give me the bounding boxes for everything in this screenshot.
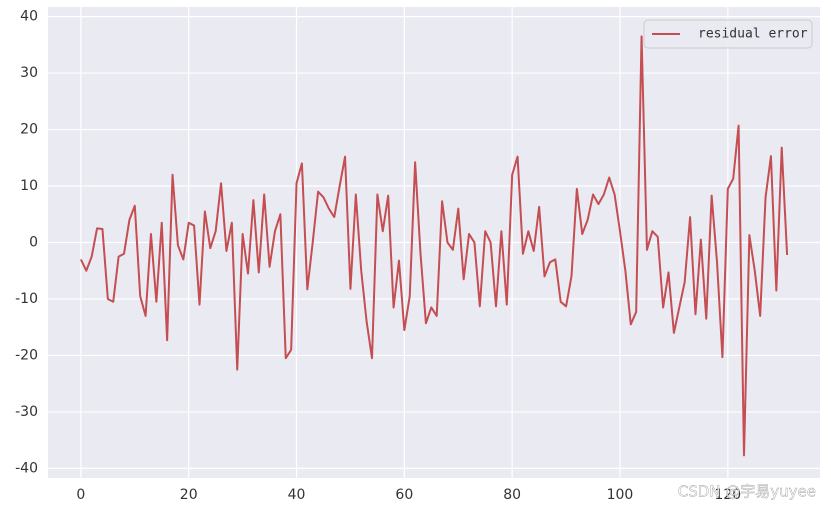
y-tick-label: 20 (20, 122, 38, 138)
y-tick-label: -10 (15, 291, 38, 307)
x-tick-label: 100 (607, 487, 634, 503)
x-tick-label: 40 (288, 487, 306, 503)
watermark: CSDN @宇易yuyee (678, 483, 816, 501)
series-line (79, 35, 789, 457)
y-tick-label: -40 (15, 460, 38, 476)
y-tick-label: 10 (20, 178, 38, 194)
legend: residual error (643, 19, 813, 49)
x-tick-label: 120 (714, 487, 741, 503)
y-tick-label: -30 (15, 404, 38, 420)
y-tick-label: 30 (20, 65, 38, 81)
y-tick-label: -20 (15, 347, 38, 363)
x-tick-label: 0 (76, 487, 85, 503)
x-tick-label: 60 (395, 487, 413, 503)
x-tick-label: 80 (503, 487, 521, 503)
legend-label: residual error (698, 27, 808, 42)
y-tick-label: 0 (29, 235, 38, 251)
x-tick-label: 20 (180, 487, 198, 503)
legend-box (643, 19, 813, 49)
y-tick-label: 40 (20, 9, 38, 25)
